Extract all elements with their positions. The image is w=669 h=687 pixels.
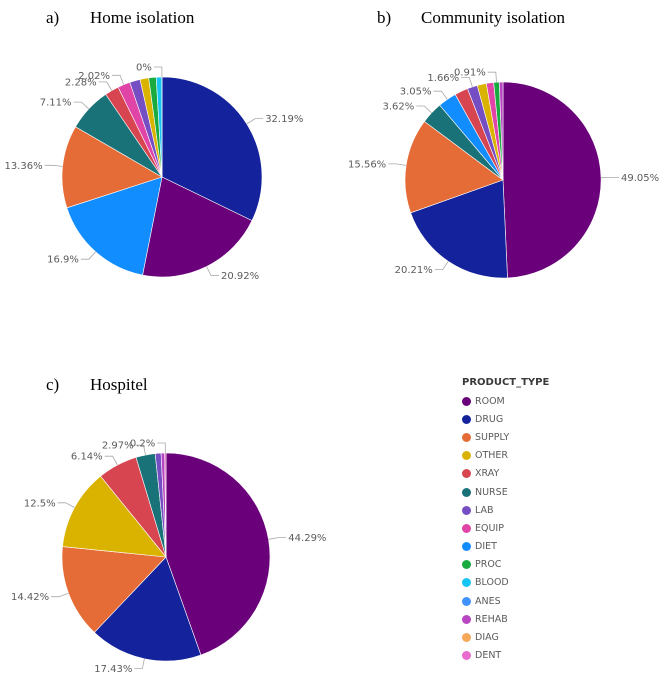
data-label: 0.2% (130, 439, 155, 450)
legend-item-xray: XRAY (462, 465, 549, 483)
data-label: 14.42% (11, 592, 49, 603)
label-leader-line (488, 72, 497, 82)
pie-1: 32.19% 20.92% 16.9% 13.36% 7.11% 2.28%2.02% 0% (4, 63, 303, 283)
legend-item-proc: PROC (462, 556, 549, 574)
data-label: 20.21% (395, 265, 433, 276)
legend-item-drug: DRUG (462, 410, 549, 428)
legend-swatch (462, 451, 471, 460)
legend-swatch (462, 560, 471, 569)
label-leader-line (58, 503, 75, 508)
label-leader-line (74, 102, 89, 109)
legend-item-diet: DIET (462, 538, 549, 556)
pie-slice-room (503, 82, 601, 278)
label-leader-line (45, 165, 63, 166)
data-label: 20.92% (221, 271, 259, 282)
legend-title: PRODUCT_TYPE (462, 377, 549, 388)
data-label: 49.05% (621, 173, 659, 184)
legend-swatch (462, 506, 471, 515)
label-leader-line (461, 77, 472, 87)
pie-3: 44.29% 17.43% 14.42% 12.5% 6.14%2.97%0.2% (11, 439, 326, 676)
legend-item-nurse: NURSE (462, 483, 549, 501)
legend-swatch (462, 651, 471, 660)
legend-swatch (462, 433, 471, 442)
legend-item-lab: LAB (462, 501, 549, 519)
data-label: 32.19% (265, 114, 303, 125)
legend-label: DENT (475, 650, 501, 661)
legend-label: ROOM (475, 396, 505, 407)
data-label: 44.29% (288, 533, 326, 544)
legend-item-blood: BLOOD (462, 574, 549, 592)
label-leader-line (434, 91, 448, 99)
legend-label: DRUG (475, 414, 503, 425)
label-leader-line (416, 106, 431, 113)
legend-label: SUPPLY (475, 432, 509, 443)
label-leader-line (112, 75, 124, 84)
label-leader-line (51, 593, 68, 597)
legend-swatch (462, 397, 471, 406)
data-label: 16.9% (47, 255, 79, 266)
legend-swatch (462, 633, 471, 642)
legend-label: EQUIP (475, 523, 504, 534)
data-label: 7.11% (40, 98, 72, 109)
data-label: 13.36% (4, 161, 42, 172)
data-label: 2.97% (102, 441, 134, 452)
legend-label: BLOOD (475, 577, 509, 588)
label-leader-line (207, 267, 219, 276)
legend-item-other: OTHER (462, 447, 549, 465)
label-leader-line (247, 119, 263, 124)
legend-swatch (462, 542, 471, 551)
legend-swatch (462, 524, 471, 533)
data-label: 3.62% (383, 102, 415, 113)
legend-swatch (462, 415, 471, 424)
legend-label: ANES (475, 596, 501, 607)
data-label: 17.43% (94, 664, 132, 675)
legend-item-dent: DENT (462, 647, 549, 665)
legend-swatch (462, 469, 471, 478)
legend-label: REHAB (475, 614, 508, 625)
legend-item-diag: DIAG (462, 628, 549, 646)
data-label: 12.5% (24, 498, 56, 509)
label-leader-line (99, 82, 112, 91)
legend-swatch (462, 597, 471, 606)
legend-label: DIET (475, 541, 497, 552)
label-leader-line (134, 659, 144, 669)
legend-label: DIAG (475, 632, 499, 643)
data-label: 3.05% (400, 87, 432, 98)
data-label: 0% (136, 63, 152, 74)
data-label: 0.91% (454, 68, 486, 79)
legend-item-equip: EQUIP (462, 519, 549, 537)
label-leader-line (105, 456, 118, 465)
legend-label: XRAY (475, 468, 499, 479)
label-leader-line (435, 261, 449, 269)
data-label: 6.14% (71, 452, 103, 463)
label-leader-line (269, 538, 287, 540)
legend-swatch (462, 488, 471, 497)
legend: PRODUCT_TYPE ROOM DRUG SUPPLY OTHER XRAY NURS… (462, 377, 549, 665)
legend-swatch (462, 578, 471, 587)
legend-item-room: ROOM (462, 392, 549, 410)
data-label: 2.02% (78, 71, 110, 82)
label-leader-line (157, 443, 165, 453)
legend-item-rehab: REHAB (462, 610, 549, 628)
legend-label: NURSE (475, 487, 508, 498)
legend-item-anes: ANES (462, 592, 549, 610)
legend-item-supply: SUPPLY (462, 428, 549, 446)
pie-2: 49.05% 20.21% 15.56% 3.62% 3.05% 1.66%0.91% (348, 68, 659, 278)
label-leader-line (81, 252, 96, 259)
legend-items: ROOM DRUG SUPPLY OTHER XRAY NURSE LAB EQUIP DIET… (462, 392, 549, 665)
data-label: 15.56% (348, 159, 386, 170)
legend-label: LAB (475, 505, 494, 516)
label-leader-line (154, 67, 162, 77)
legend-label: OTHER (475, 450, 508, 461)
legend-swatch (462, 615, 471, 624)
legend-label: PROC (475, 559, 501, 570)
label-leader-line (388, 164, 406, 166)
